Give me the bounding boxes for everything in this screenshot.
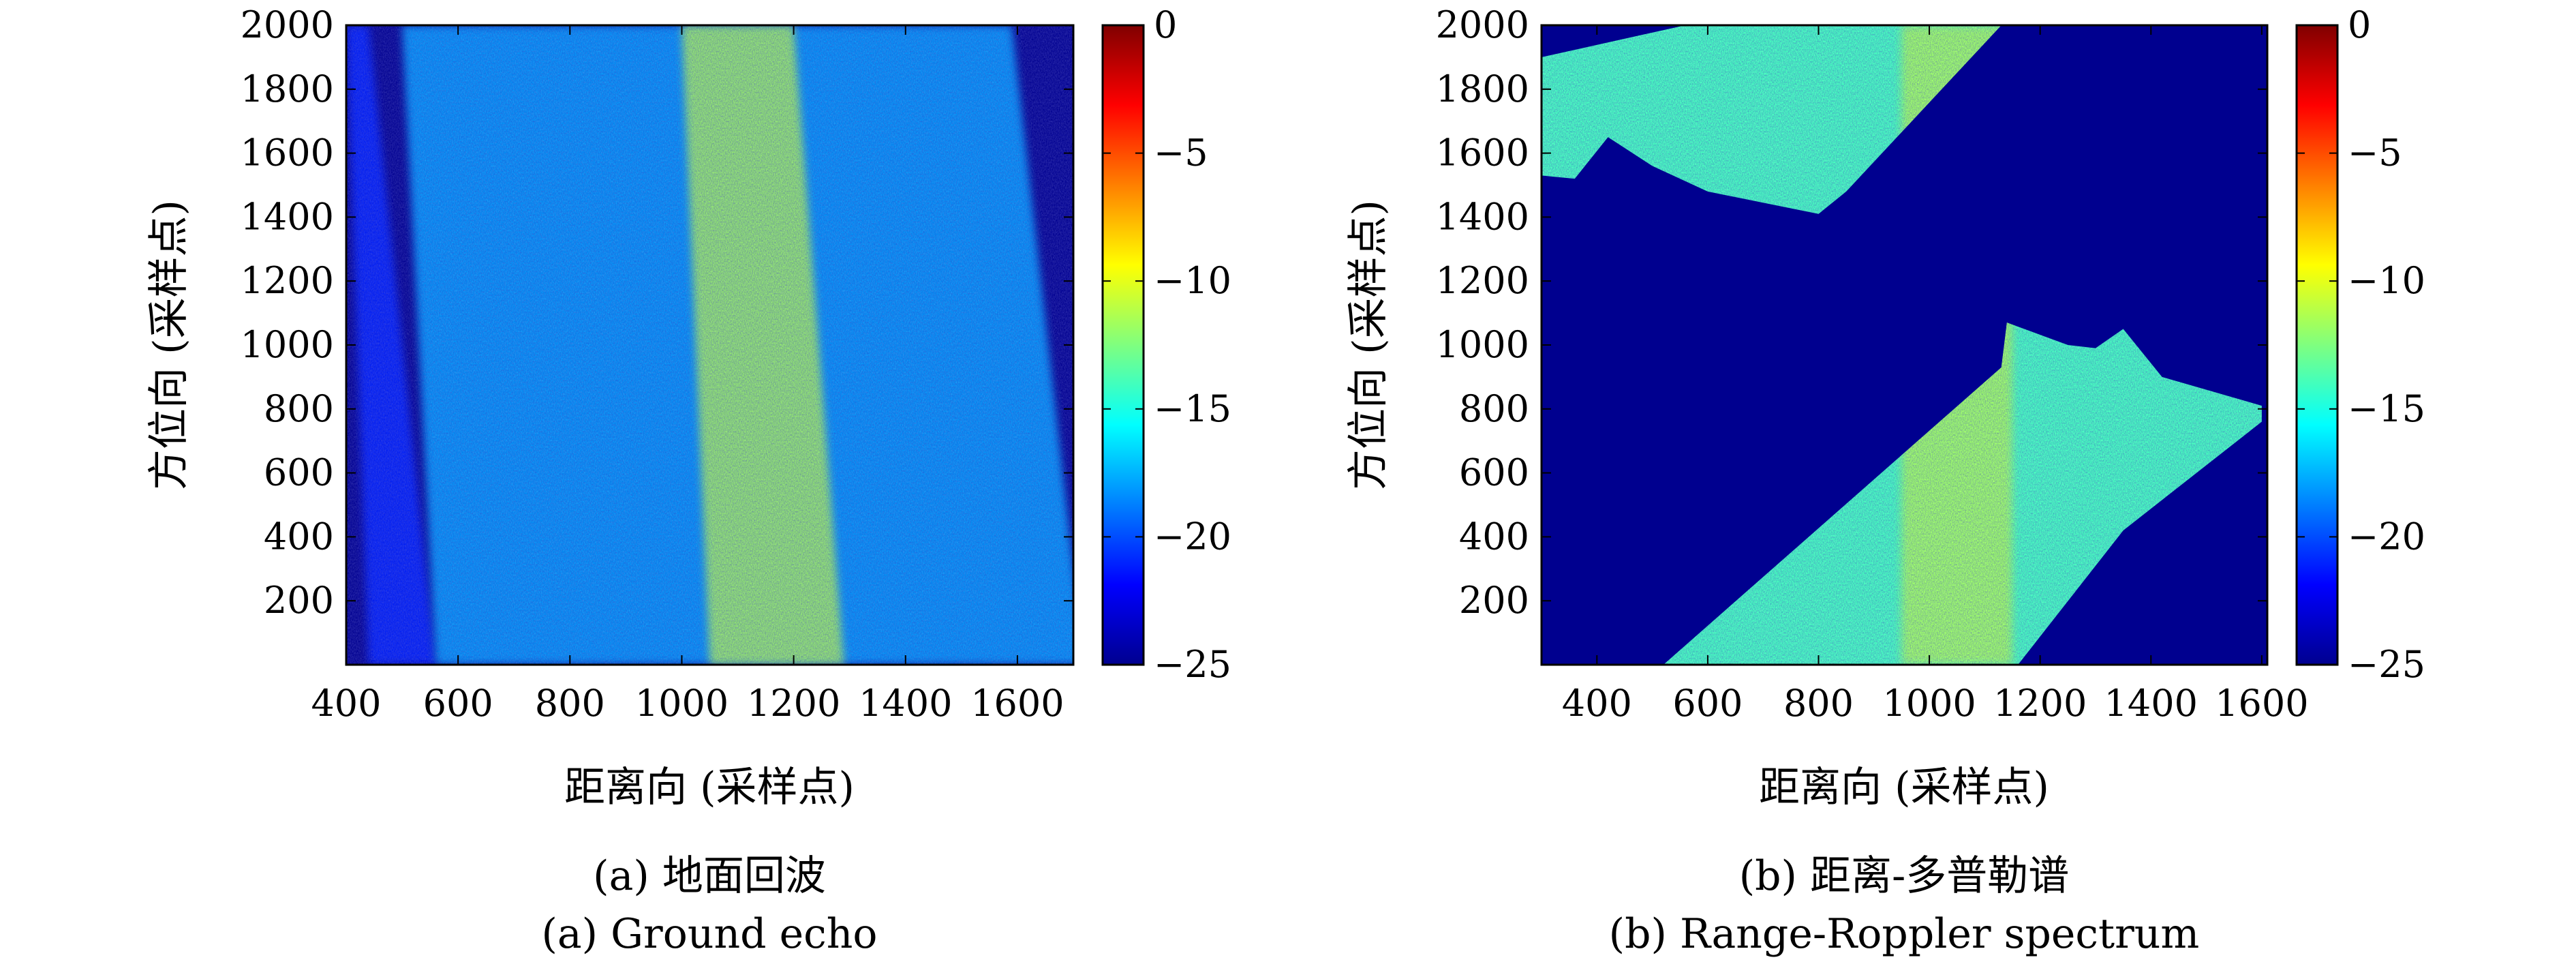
- colorbar-tick-label: −15: [1154, 387, 1231, 430]
- x-tick-label: 1600: [970, 682, 1064, 725]
- colorbar-tick-label: −20: [2348, 515, 2425, 558]
- panel-a: 400 600 800 1000 1200 1400 1600 200 400 600 800 100…: [145, 3, 1231, 958]
- colorbar-tick-label: 0: [1154, 3, 1177, 46]
- y-tick-label: 1200: [1436, 259, 1529, 302]
- x-tick-label: 1600: [2215, 682, 2308, 725]
- ylabel-a: 方位向 (采样点): [145, 200, 193, 490]
- y-tick-label: 1600: [241, 132, 334, 175]
- x-tick-label: 1000: [1882, 682, 1976, 725]
- x-tick-label: 400: [311, 682, 381, 725]
- caption-b-en: (b) Range-Roppler spectrum: [1609, 910, 2200, 958]
- caption-a-en: (a) Ground echo: [541, 910, 877, 958]
- x-tick-label: 1200: [747, 682, 840, 725]
- y-tick-label: 400: [264, 515, 334, 558]
- ylabel-b: 方位向 (采样点): [1345, 200, 1392, 490]
- y-tick-label: 1000: [1436, 323, 1529, 366]
- colorbar-b: [2295, 24, 2339, 666]
- heatmap-b: [1542, 25, 2267, 665]
- y-tick-label: 800: [1459, 387, 1529, 430]
- x-tick-label: 1200: [1993, 682, 2087, 725]
- axes-a-ticks: 400 600 800 1000 1200 1400 1600 200 400 600 800 100…: [241, 3, 1073, 725]
- colorbar-tick-label: −15: [2348, 387, 2425, 430]
- colorbar-tick-label: 0: [2348, 3, 2371, 46]
- colorbar-a: [1101, 24, 1145, 666]
- panel-b: 400 600 800 1000 1200 1400 1600 200 400 600 800 100…: [1345, 3, 2425, 958]
- x-tick-label: 1400: [859, 682, 952, 725]
- x-tick-label: 400: [1562, 682, 1632, 725]
- caption-b-cn: (b) 距离-多普勒谱: [1739, 852, 2070, 900]
- colorbar-tick-label: −25: [1154, 643, 1231, 686]
- y-tick-label: 1400: [1436, 195, 1529, 238]
- colorbar-tick-label: −20: [1154, 515, 1231, 558]
- y-tick-label: 200: [1459, 579, 1529, 622]
- colorbar-tick-label: −10: [1154, 259, 1231, 302]
- x-tick-label: 600: [1672, 682, 1743, 725]
- x-tick-label: 1400: [2104, 682, 2198, 725]
- colorbar-tick-label: −25: [2348, 643, 2425, 686]
- y-tick-label: 200: [264, 579, 334, 622]
- y-tick-label: 1400: [241, 195, 334, 238]
- x-tick-label: 1000: [635, 682, 729, 725]
- colorbar-b-ticks: 0 −5 −10 −15 −20 −25: [2297, 3, 2425, 686]
- x-tick-label: 800: [535, 682, 605, 725]
- xlabel-b: 距离向 (采样点): [1759, 764, 2049, 811]
- colorbar-tick-label: −5: [2348, 132, 2402, 175]
- y-tick-label: 1600: [1436, 132, 1529, 175]
- axes-b-ticks: 400 600 800 1000 1200 1400 1600 200 400 600 800 100…: [1436, 3, 2309, 725]
- y-tick-label: 800: [264, 387, 334, 430]
- x-tick-label: 600: [423, 682, 493, 725]
- y-tick-label: 400: [1459, 515, 1529, 558]
- xlabel-a: 距离向 (采样点): [564, 764, 855, 811]
- y-tick-label: 1800: [1436, 67, 1529, 110]
- colorbar-tick-label: −10: [2348, 259, 2425, 302]
- colorbar-a-ticks: 0 −5 −10 −15 −20 −25: [1103, 3, 1231, 686]
- colorbar-tick-label: −5: [1154, 132, 1208, 175]
- y-tick-label: 1800: [241, 67, 334, 110]
- heatmap-a-speckle-dark: [346, 25, 1073, 665]
- caption-a-cn: (a) 地面回波: [593, 852, 826, 900]
- y-tick-label: 1000: [241, 323, 334, 366]
- y-tick-label: 1200: [241, 259, 334, 302]
- y-tick-label: 2000: [1436, 3, 1529, 46]
- y-tick-label: 600: [264, 451, 334, 494]
- x-tick-label: 800: [1783, 682, 1854, 725]
- y-tick-label: 600: [1459, 451, 1529, 494]
- heatmap-a: [346, 25, 1073, 665]
- y-tick-label: 2000: [241, 3, 334, 46]
